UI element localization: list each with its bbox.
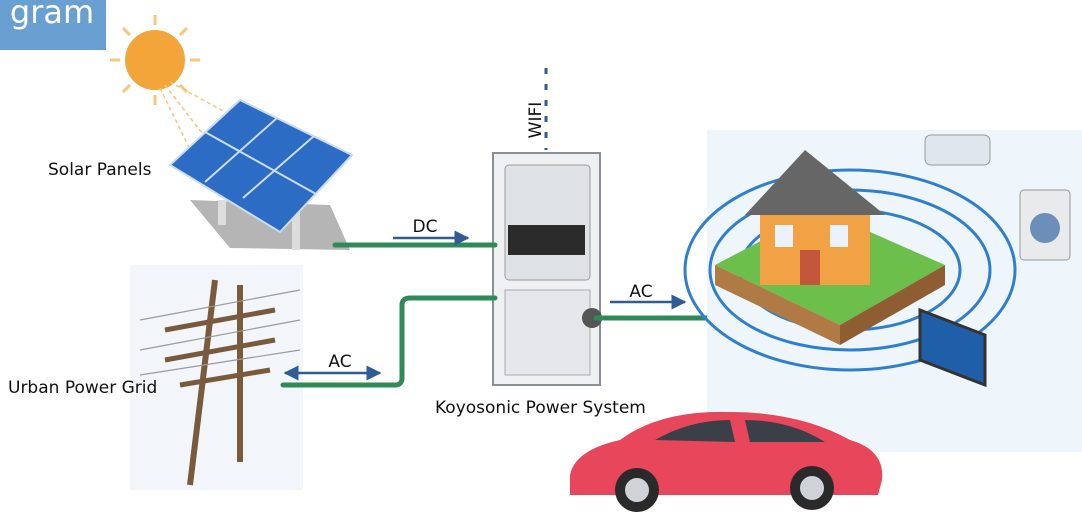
power-cabinet (493, 153, 602, 385)
wifi-label: WIFI (526, 102, 546, 139)
link-label: AC (328, 352, 351, 372)
link-label: AC (629, 282, 652, 302)
node-label: Urban Power Grid (8, 378, 157, 398)
title: gram (10, 0, 94, 31)
home (685, 130, 1082, 452)
node-label: Koyosonic Power System (435, 398, 646, 418)
solar-panel (170, 100, 352, 250)
diagram: gram Solar Panels (0, 0, 1082, 517)
node-label: Solar Panels (48, 160, 152, 180)
link-label: DC (413, 217, 438, 237)
